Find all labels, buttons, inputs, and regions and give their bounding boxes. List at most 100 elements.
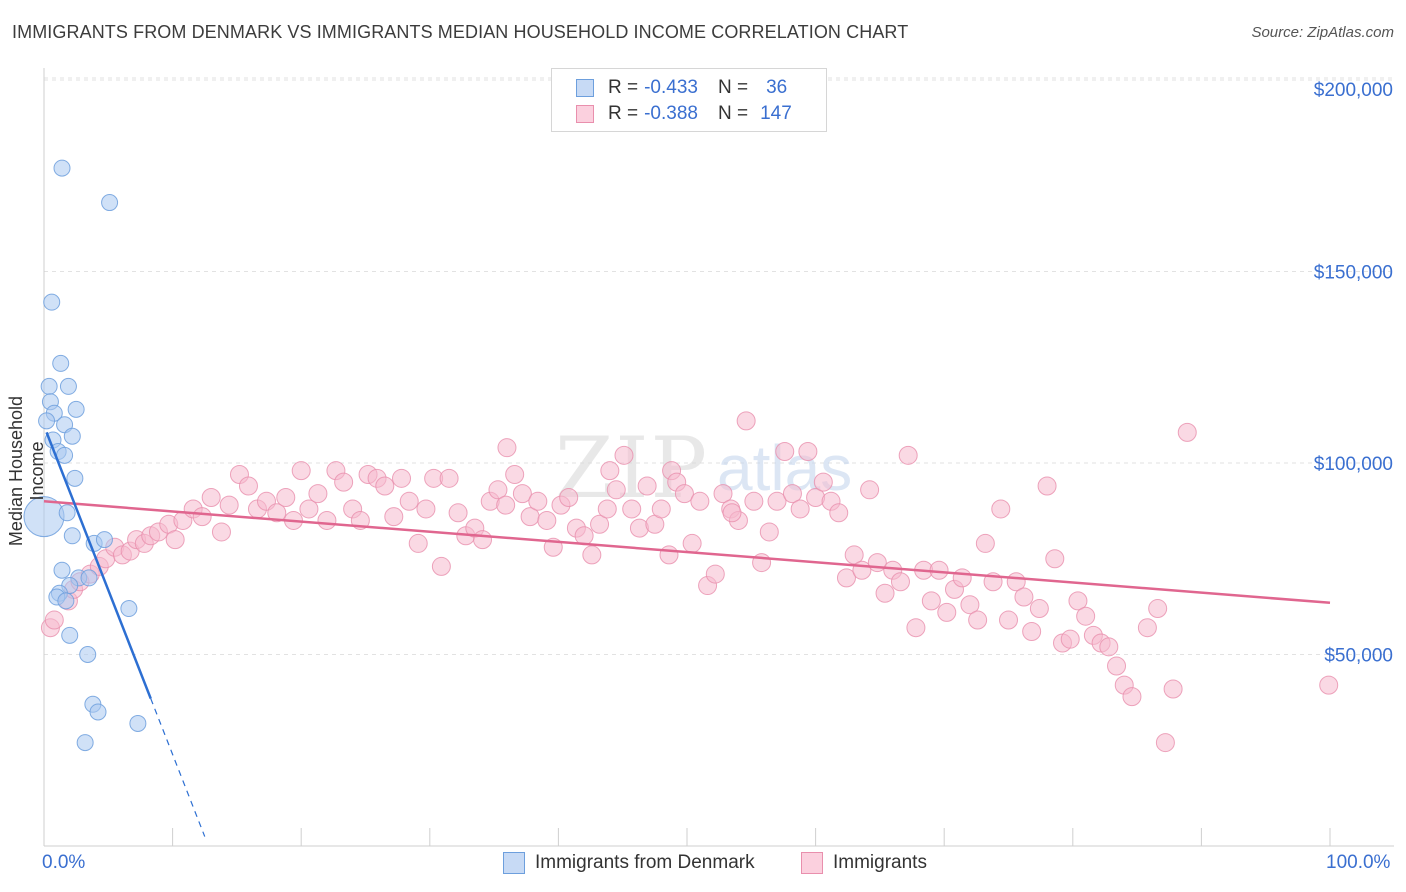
immigrants-point	[1060, 629, 1080, 649]
legend-row-immigrants: R = -0.388 N = 147	[576, 102, 792, 126]
immigrants-point	[448, 503, 468, 523]
immigrants-point	[334, 472, 354, 492]
denmark-point	[57, 592, 75, 610]
immigrants-point	[165, 530, 185, 550]
immigrants-point	[790, 499, 810, 519]
denmark-point	[66, 469, 84, 487]
immigrants-point	[898, 445, 918, 465]
immigrants-point	[1037, 476, 1057, 496]
immigrants-point	[1045, 549, 1065, 569]
denmark-point	[61, 626, 79, 644]
bottom-legend-denmark: Immigrants from Denmark	[503, 852, 755, 874]
source-label: Source: ZipAtlas.com	[1251, 24, 1394, 41]
immigrants-point	[906, 618, 926, 638]
immigrants-point	[408, 533, 428, 553]
y-tick-labels: $50,000 $100,000 $150,000 $200,000	[1314, 80, 1393, 667]
immigrants-point	[1319, 675, 1339, 695]
denmark-point	[79, 646, 97, 663]
immigrants-point	[975, 533, 995, 553]
immigrants-point	[952, 568, 972, 588]
immigrants-point	[860, 480, 880, 500]
y-tick-label: $100,000	[1314, 454, 1393, 475]
immigrants-point	[829, 503, 849, 523]
legend-swatch-blue	[576, 79, 594, 97]
immigrants-point	[991, 499, 1011, 519]
immigrants-point	[308, 484, 328, 504]
immigrants-point	[813, 472, 833, 492]
immigrants-point	[937, 602, 957, 622]
denmark-point	[38, 412, 56, 430]
immigrants-point	[291, 461, 311, 481]
denmark-trend-line	[45, 431, 152, 700]
immigrants-point	[736, 411, 756, 431]
immigrants-point	[1014, 587, 1034, 607]
x-tick-max: 100.0%	[1326, 852, 1391, 873]
denmark-point	[58, 504, 76, 522]
immigrants-point	[767, 491, 787, 511]
immigrants-point	[1177, 422, 1197, 442]
immigrants-point	[597, 499, 617, 519]
bottom-legend-swatch-blue	[503, 852, 525, 874]
immigrants-point	[375, 476, 395, 496]
immigrants-point	[890, 572, 910, 592]
immigrants-point	[496, 495, 516, 515]
legend-n-label: N =	[717, 77, 749, 98]
immigrants-point	[416, 499, 436, 519]
immigrants-point	[431, 556, 451, 576]
immigrants-point	[399, 491, 419, 511]
immigrants-point	[559, 487, 579, 507]
immigrants-point	[606, 480, 626, 500]
immigrants-point	[299, 499, 319, 519]
immigrants-point	[201, 487, 221, 507]
denmark-point	[95, 531, 113, 549]
immigrants-point	[674, 484, 694, 504]
immigrants-point	[1148, 599, 1168, 619]
immigrants-point	[1068, 591, 1088, 611]
immigrants-point	[1107, 656, 1127, 676]
immigrants-point	[267, 503, 287, 523]
immigrants-point	[219, 495, 239, 515]
legend-r-value: -0.388	[644, 103, 698, 124]
immigrants-point	[317, 510, 337, 530]
y-tick-label: $200,000	[1314, 80, 1393, 101]
denmark-point	[89, 703, 107, 721]
immigrants-point	[1022, 622, 1042, 642]
denmark-point	[63, 427, 81, 445]
denmark-point	[53, 561, 71, 579]
legend-n-label: N =	[717, 103, 749, 124]
bottom-legend-label: Immigrants from Denmark	[535, 852, 755, 873]
denmark-trend-extension	[150, 698, 206, 837]
stats-legend: R = -0.433 N = 36 R = -0.388 N = 147	[551, 68, 827, 132]
denmark-point	[101, 194, 119, 212]
immigrants-point	[1163, 679, 1183, 699]
immigrants-point	[512, 484, 532, 504]
immigrants-point	[744, 491, 764, 511]
immigrants-point	[651, 499, 671, 519]
immigrants-point	[473, 530, 493, 550]
immigrants-point	[960, 595, 980, 615]
immigrants-point	[1029, 599, 1049, 619]
immigrants-point	[276, 487, 296, 507]
immigrants-point	[590, 514, 610, 534]
immigrants-point	[798, 442, 818, 462]
immigrants-point	[537, 510, 557, 530]
bottom-legend-swatch-pink	[801, 852, 823, 874]
immigrants-point	[439, 468, 459, 488]
immigrants-point	[497, 438, 517, 458]
immigrants-point	[384, 507, 404, 527]
immigrants-point	[488, 480, 508, 500]
immigrants-point	[1122, 687, 1142, 707]
immigrants-point	[211, 522, 231, 542]
y-axis-label: Median Household Income	[6, 395, 47, 547]
denmark-point	[53, 159, 71, 177]
immigrants-point	[968, 610, 988, 630]
immigrants-point	[722, 503, 742, 523]
denmark-point	[59, 377, 77, 395]
immigrants-point	[574, 526, 594, 546]
trend-lines	[43, 431, 1331, 837]
bottom-legend-label: Immigrants	[833, 852, 927, 873]
immigrants-point	[614, 445, 634, 465]
y-tick-label: $50,000	[1324, 646, 1393, 667]
immigrants-point	[238, 476, 258, 496]
